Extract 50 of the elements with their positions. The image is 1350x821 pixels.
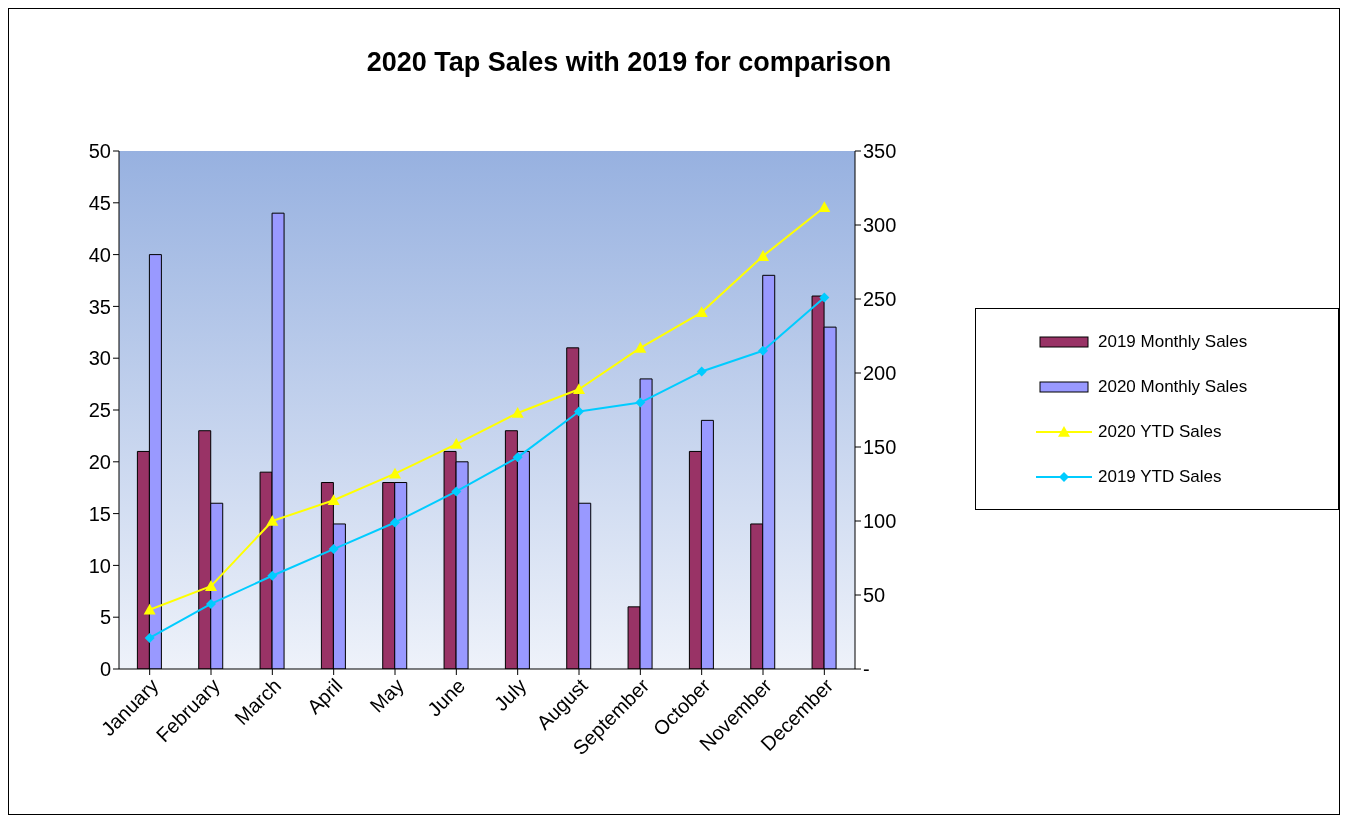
x-tick-label: June <box>422 674 470 721</box>
y-tick-label: 40 <box>88 243 111 266</box>
y-tick-label: 5 <box>99 606 111 629</box>
point <box>512 452 523 463</box>
y2-tick-label: - <box>863 658 870 681</box>
x-tick-label: July <box>489 674 531 716</box>
y-tick-label: 10 <box>88 554 111 577</box>
point <box>574 406 584 417</box>
legend-label: 2019 Monthly Sales <box>1098 330 1248 353</box>
point <box>573 383 585 395</box>
y-tick-label: 50 <box>88 140 111 163</box>
y-tick-label: 25 <box>88 399 111 422</box>
point <box>511 406 524 418</box>
point <box>205 580 217 591</box>
point <box>818 201 831 213</box>
y2-tick-label: 300 <box>863 214 897 237</box>
legend-label: 2019 YTD Sales <box>1098 465 1222 488</box>
y-tick-label: 15 <box>88 502 111 525</box>
point <box>328 544 339 555</box>
chart-title: 2020 Tap Sales with 2019 for comparison <box>365 47 893 78</box>
y-tick-label: 45 <box>88 191 111 214</box>
x-tick-label: May <box>365 674 408 717</box>
point <box>757 250 769 261</box>
point <box>696 366 707 377</box>
point <box>695 306 708 318</box>
y2-tick-label: 100 <box>863 510 897 533</box>
point <box>635 397 646 408</box>
point <box>634 341 647 353</box>
y2-tick-label: 150 <box>863 436 897 459</box>
point <box>390 517 400 528</box>
y-tick-label: 0 <box>99 658 111 681</box>
point <box>758 345 768 356</box>
point <box>450 438 463 449</box>
point <box>266 515 279 526</box>
point <box>144 632 155 643</box>
legend-label: 2020 Monthly Sales <box>1098 375 1248 398</box>
y-tick-label: 35 <box>88 295 111 318</box>
y2-tick-label: 200 <box>863 362 897 385</box>
y2-tick-label: 50 <box>863 584 886 607</box>
point <box>143 603 156 615</box>
point <box>819 292 830 303</box>
y2-tick-label: 250 <box>863 288 897 311</box>
point <box>327 494 340 506</box>
y-tick-label: 20 <box>88 450 111 473</box>
point <box>451 486 462 497</box>
y2-tick-label: 350 <box>863 140 897 163</box>
point <box>267 570 278 581</box>
legend-label: 2020 YTD Sales <box>1098 420 1222 443</box>
point <box>206 598 216 609</box>
y-tick-label: 30 <box>88 347 111 370</box>
